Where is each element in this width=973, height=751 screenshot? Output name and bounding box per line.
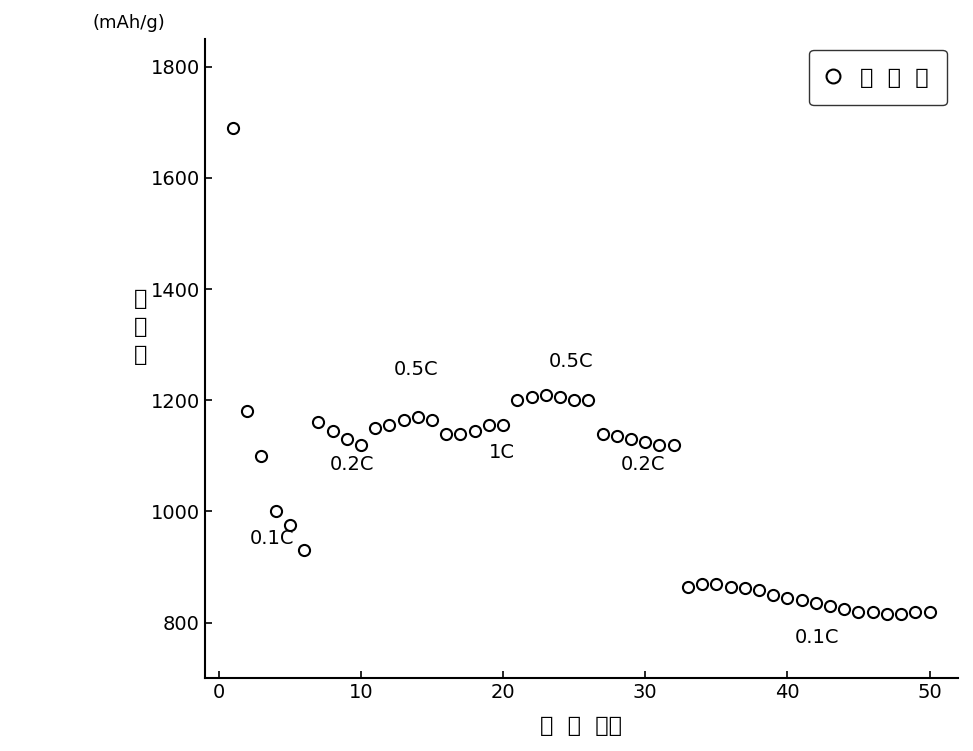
Legend: 比  容  量: 比 容 量 bbox=[810, 50, 947, 105]
Text: 1C: 1C bbox=[488, 444, 515, 463]
Text: (mAh/g): (mAh/g) bbox=[92, 14, 165, 32]
Text: 0.5C: 0.5C bbox=[549, 352, 594, 371]
X-axis label: 循  环  序号: 循 环 序号 bbox=[540, 716, 623, 736]
Text: 0.1C: 0.1C bbox=[795, 628, 839, 647]
Text: 比
容
量: 比 容 量 bbox=[134, 288, 147, 364]
Text: 0.2C: 0.2C bbox=[621, 454, 666, 474]
Text: 0.1C: 0.1C bbox=[250, 529, 295, 547]
Text: 0.5C: 0.5C bbox=[394, 360, 438, 379]
Text: 0.2C: 0.2C bbox=[330, 454, 375, 474]
